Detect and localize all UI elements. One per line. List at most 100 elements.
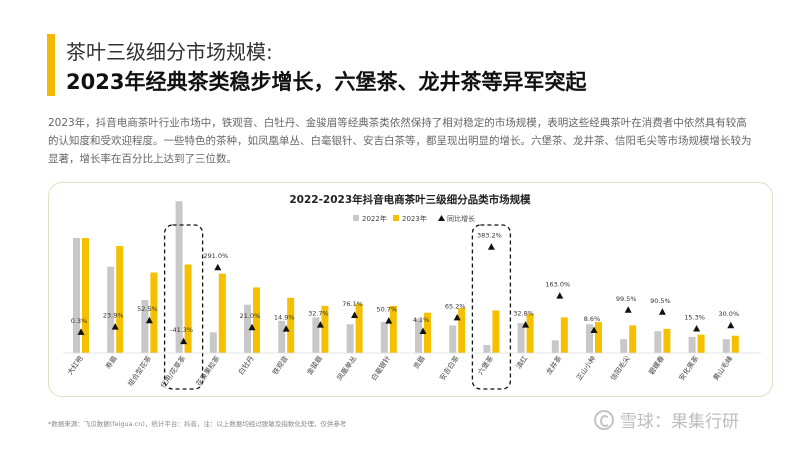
x-tick-label: 安化黑茶	[677, 354, 700, 382]
bar-2022	[346, 324, 354, 353]
legend-swatch-2022	[353, 215, 359, 221]
x-tick-label: 安吉白茶	[437, 354, 460, 382]
chart-card: 2022-2023年抖音电商茶叶三级细分品类市场规模 2022年 2023年 同比增长…	[48, 182, 773, 397]
growth-marker-icon	[556, 292, 564, 299]
bar-2022	[107, 266, 115, 353]
bar-2022	[688, 336, 696, 353]
growth-data-label: 23.9%	[103, 312, 124, 320]
bar-2023	[218, 273, 226, 353]
source-footnote: *数据来源：飞瓜数据(feigua.cn)，统计平台：抖音，注：以上数据均经过脱…	[48, 420, 347, 428]
growth-marker-icon	[658, 308, 666, 315]
growth-marker-icon	[282, 325, 290, 332]
x-tick-label: 滇红	[514, 354, 529, 371]
page-title: 茶叶三级细分市场规模:	[66, 40, 273, 64]
growth-data-label: 65.2%	[445, 302, 466, 310]
bar-2023	[287, 297, 295, 353]
bar-2022	[620, 339, 628, 353]
bar-2022	[483, 344, 491, 353]
bar-2023	[629, 325, 637, 353]
x-tick-label: 铁观音	[270, 354, 289, 376]
growth-marker-icon	[453, 313, 461, 321]
bar-2022	[312, 317, 320, 353]
bar-2022	[278, 320, 286, 353]
legend-triangle-icon	[438, 215, 445, 221]
x-tick-label: 金骏眉	[305, 354, 324, 376]
growth-marker-icon	[693, 324, 701, 332]
growth-data-label: 32.8%	[513, 310, 534, 318]
page-subtitle: 2023年经典茶类稳步增长，六堡茶、龙井茶等异军突起	[66, 70, 587, 94]
growth-marker-icon	[180, 337, 188, 345]
bar-2023	[663, 328, 671, 353]
x-tick-label: 贡眉	[412, 355, 427, 371]
bar-2023	[697, 334, 705, 353]
bar-2022	[449, 325, 457, 353]
x-tick-label: 龙井茶	[544, 354, 563, 376]
growth-marker-icon	[419, 327, 427, 334]
chart-title: 2022-2023年抖音电商茶叶三级细分品类市场规模	[289, 193, 531, 206]
x-tick-label: 信阳毛尖	[608, 354, 631, 382]
bar-2022	[244, 304, 251, 353]
growth-marker-icon	[624, 306, 632, 313]
bar-2022	[654, 331, 662, 353]
bar-2022	[380, 321, 388, 353]
growth-marker-icon	[727, 321, 735, 329]
growth-data-label: -41.3%	[170, 326, 193, 334]
growth-data-label: 291.0%	[203, 252, 228, 260]
legend-label-2023: 2023年	[402, 214, 427, 223]
x-tick-label: 正山小种	[574, 354, 597, 382]
growth-data-label: 21.0%	[240, 312, 261, 320]
legend-label-growth: 同比增长	[447, 214, 475, 223]
growth-marker-icon	[214, 263, 222, 271]
bar-2023	[184, 264, 192, 353]
growth-marker-icon	[111, 323, 119, 330]
bar-2022	[586, 324, 593, 353]
bar-2023	[526, 313, 534, 353]
bar-2023	[116, 246, 124, 353]
growth-marker-icon	[487, 243, 495, 250]
growth-data-label: 52.5%	[137, 305, 158, 313]
bar-2023	[321, 305, 329, 353]
growth-data-label: 0.3%	[71, 317, 88, 325]
growth-marker-icon	[351, 311, 359, 318]
snowball-logo-icon	[594, 409, 614, 430]
growth-data-label: 14.9%	[274, 314, 295, 322]
bar-2023	[731, 335, 739, 353]
bar-2023	[424, 312, 431, 353]
bar-2022	[551, 340, 559, 353]
highlight-box	[471, 224, 512, 390]
body-paragraph: 2023年，抖音电商茶叶行业市场中，铁观音、白牡丹、金骏眉等经典茶类依然保持了相…	[48, 117, 752, 165]
x-tick-label: 白牡丹	[236, 354, 255, 376]
x-tick-label: 黄山毛峰	[711, 354, 734, 382]
growth-marker-icon	[316, 321, 324, 328]
x-tick-label: 大红袍	[65, 354, 84, 376]
growth-marker-icon	[385, 317, 393, 324]
x-tick-label: 组合型花茶	[126, 354, 153, 388]
x-tick-label: 六堡茶	[476, 354, 495, 376]
growth-data-label: 99.5%	[616, 295, 637, 303]
legend-swatch-2023	[393, 215, 399, 221]
bar-2022	[141, 300, 149, 353]
growth-data-label: 383.2%	[477, 232, 502, 240]
x-tick-label: 寿眉	[103, 354, 118, 371]
title-accent-bar	[47, 34, 55, 96]
growth-data-label: 30.0%	[718, 310, 739, 318]
growth-marker-icon	[248, 323, 256, 331]
bar-2022	[722, 339, 730, 353]
bar-chart: 2022-2023年抖音电商茶叶三级细分品类市场规模 2022年 2023年 同比增长…	[63, 193, 761, 390]
growth-data-label: 32.7%	[308, 310, 329, 318]
x-tick-label: 碧螺春	[647, 354, 666, 376]
growth-data-label: 163.0%	[545, 281, 570, 289]
growth-data-label: 4.1%	[413, 316, 430, 324]
growth-data-label: 15.3%	[684, 313, 705, 321]
bar-2023	[82, 238, 89, 353]
growth-data-label: 8.6%	[584, 315, 601, 323]
growth-marker-icon	[145, 316, 153, 324]
growth-marker-icon	[590, 326, 598, 333]
bar-2023	[560, 317, 568, 353]
x-tick-label: 白毫银针	[369, 354, 392, 382]
bar-2022	[209, 332, 217, 353]
growth-data-label: 50.7%	[376, 306, 397, 314]
growth-data-label: 76.1%	[342, 300, 363, 308]
watermark: 雪球：果集行研	[594, 407, 739, 432]
bar-2023	[492, 310, 500, 353]
